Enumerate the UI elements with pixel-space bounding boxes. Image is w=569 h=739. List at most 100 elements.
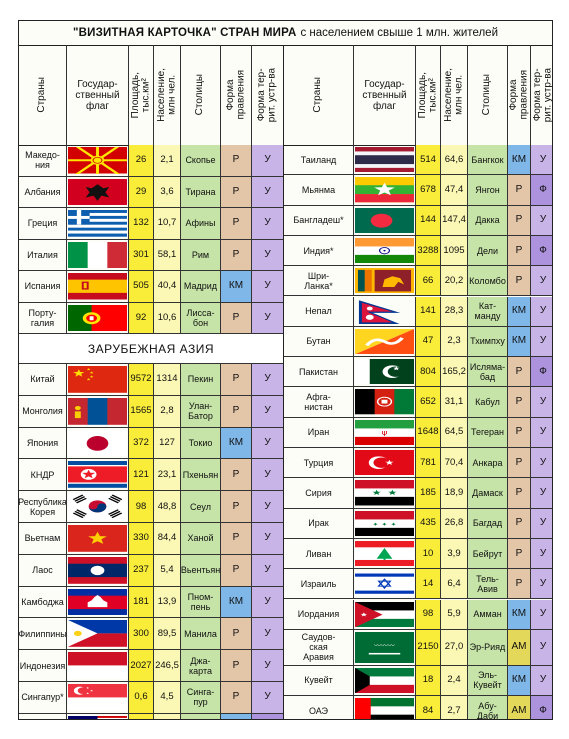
cell-government: Р <box>508 266 531 296</box>
syria-flag-icon <box>354 478 416 508</box>
cell-area: 29 <box>129 176 154 207</box>
header-country: Страны <box>19 45 67 145</box>
table-row: Порту- галия 92 10,6 Лисса- бон Р У <box>19 302 283 334</box>
table-row: Камбоджа 181 13,9 Пном- пень КМ У <box>19 586 283 619</box>
cell-government: Р <box>508 478 531 508</box>
cell-country: Сингапур* <box>19 682 67 713</box>
cell-territory: У <box>252 271 283 302</box>
cell-area: 98 <box>129 491 154 522</box>
cell-territory: У <box>531 599 552 629</box>
cell-area: 185 <box>416 478 441 508</box>
cell-capital: Исляма- бад <box>468 357 508 387</box>
cell-area: 2150 <box>416 629 441 665</box>
cell-government: КМ <box>508 665 531 696</box>
cell-country: Индонезия <box>19 650 67 681</box>
header-population-label: Население, млн чел. <box>442 68 465 122</box>
cell-government: Р <box>508 235 531 266</box>
cell-population: 127 <box>154 427 181 459</box>
cell-area: 652 <box>416 387 441 417</box>
macedonia-flag-icon <box>67 145 129 176</box>
cell-territory: У <box>531 448 552 478</box>
cell-territory: Ф <box>531 235 552 266</box>
header-capital: Столицы <box>181 45 221 145</box>
header-flag-label: Государ- ственный флаг <box>362 78 407 112</box>
svg-text:ψ: ψ <box>382 429 388 436</box>
cell-country: Ливан <box>284 538 354 569</box>
table-row: Шри- Ланка* 66 20,2 Коломбо Р У <box>284 266 552 297</box>
table-title: "ВИЗИТНАЯ КАРТОЧКА" СТРАН МИРА с населен… <box>19 21 552 46</box>
cell-capital: Янгон <box>468 175 508 205</box>
cell-government: КМ <box>508 599 531 629</box>
cell-government: Р <box>508 387 531 417</box>
cell-capital: Джа- карта <box>181 650 221 681</box>
table-row: Афга- нистан 652 31,1 Кабул Р У <box>284 387 552 418</box>
cell-country: Малайзия* <box>19 713 67 719</box>
cell-area: 92 <box>129 302 154 333</box>
japan-flag-icon <box>67 427 129 459</box>
cell-area: 132 <box>129 208 154 239</box>
cell-capital: Лисса- бон <box>181 302 221 333</box>
jordan-flag-icon <box>354 599 416 629</box>
cell-population: 64,6 <box>441 145 468 175</box>
turkey-flag-icon <box>354 448 416 478</box>
cell-population: 31,1 <box>441 387 468 417</box>
cell-government: Р <box>508 569 531 599</box>
cell-population: 2,3 <box>441 326 468 357</box>
svg-text:✦ ✦ ✦: ✦ ✦ ✦ <box>372 521 397 527</box>
singapore-flag-icon <box>67 682 129 713</box>
cell-capital: Коломбо <box>468 266 508 296</box>
china-flag-icon <box>67 364 129 395</box>
indonesia-flag-icon <box>67 650 129 681</box>
myanmar-flag-icon <box>354 175 416 205</box>
sri-lanka-flag-icon <box>354 266 416 296</box>
cell-population: 3,9 <box>441 538 468 569</box>
header-territory-label: Форма тер- рит. устр-ва <box>531 67 553 123</box>
table-row: Индонезия 2027 246,5 Джа- карта Р У <box>19 650 283 682</box>
table-row: Македо- ния 26 2,1 Скопье Р У <box>19 145 283 177</box>
header-population: Население, млн чел. <box>154 45 181 145</box>
cell-government: Р <box>508 357 531 387</box>
laos-flag-icon <box>67 554 129 586</box>
table-row: КНДР 121 23,1 Пхеньян Р У <box>19 459 283 492</box>
cell-capital: Пекин <box>181 364 221 395</box>
cell-government: АМ <box>508 696 531 719</box>
cell-area: 678 <box>416 175 441 205</box>
cell-territory: У <box>252 302 283 333</box>
cell-government: Р <box>221 650 252 681</box>
cell-area: 10 <box>416 538 441 569</box>
cell-population: 165,2 <box>441 357 468 387</box>
table-row: Ирак ✦ ✦ ✦ 435 26,8 Багдад Р У <box>284 508 552 539</box>
cell-government: Р <box>221 682 252 713</box>
cell-area: 804 <box>416 357 441 387</box>
header-flag: Государ- ственный флаг <box>354 45 416 145</box>
header-flag-label: Государ- ственный флаг <box>75 78 120 112</box>
cell-territory: У <box>252 682 283 713</box>
cell-government: Р <box>221 618 252 650</box>
cell-territory: У <box>252 459 283 491</box>
cell-capital: Куала- Лумпур <box>181 713 221 719</box>
cell-territory: У <box>252 176 283 207</box>
kuwait-flag-icon <box>354 665 416 696</box>
country-table: "ВИЗИТНАЯ КАРТОЧКА" СТРАН МИРА с населен… <box>18 20 553 720</box>
table-row: Монголия 1565 2,8 Улан- Батор Р У <box>19 395 283 428</box>
cell-country: Испания <box>19 271 67 302</box>
header-area-label: Площадь, тыс.км² <box>416 71 439 119</box>
cell-capital: Кабул <box>468 387 508 417</box>
cell-territory: Ф <box>531 175 552 205</box>
cell-capital: Багдад <box>468 508 508 538</box>
table-row: Иордания 98 5,9 Амман КМ У <box>284 599 552 630</box>
saudi-arabia-flag-icon: 〰〰〰 <box>354 629 416 665</box>
cell-country: Иордания <box>284 599 354 629</box>
header-population: Население, млн чел. <box>441 45 468 145</box>
cell-government: Р <box>221 491 252 522</box>
pakistan-flag-icon <box>354 357 416 387</box>
table-row: Албания 29 3,6 Тирана Р У <box>19 176 283 208</box>
header-territory-label: Форма тер- рит. устр-ва <box>256 67 278 123</box>
cell-territory: У <box>252 523 283 554</box>
cell-territory: У <box>252 650 283 681</box>
cell-area: 181 <box>129 586 154 618</box>
cell-territory: У <box>252 208 283 239</box>
cell-capital: Тхимпху <box>468 326 508 357</box>
cell-government: Р <box>221 208 252 239</box>
cell-country: Япония <box>19 427 67 459</box>
